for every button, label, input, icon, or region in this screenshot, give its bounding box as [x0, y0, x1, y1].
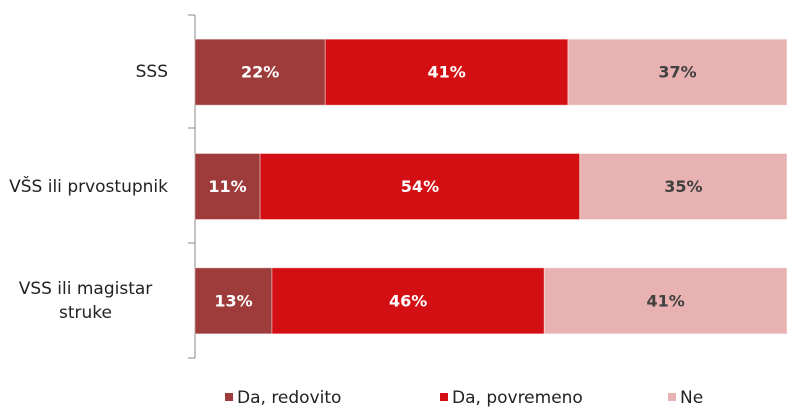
- bar-segment: [259, 153, 581, 220]
- bar-segment: [543, 267, 787, 335]
- bar-segment: [194, 153, 261, 220]
- legend-label: Da, povremeno: [452, 388, 583, 408]
- value-label: 35%: [664, 177, 702, 196]
- category-text: SSS: [135, 62, 168, 83]
- bar-segment: [324, 38, 569, 106]
- legend-swatch: [440, 393, 448, 401]
- category-label: VŠS ili prvostupnik: [9, 175, 168, 199]
- category-text: VŠS ili prvostupnik: [9, 176, 168, 197]
- category-label: VSS ili magistar struke: [3, 277, 168, 325]
- value-label: 11%: [208, 177, 246, 196]
- value-label: 54%: [401, 177, 439, 196]
- legend-label: Da, redovito: [237, 388, 341, 408]
- bar-segment: [194, 267, 273, 335]
- value-label: 13%: [214, 291, 252, 310]
- category-label: SSS: [136, 60, 168, 84]
- value-label: 41%: [646, 291, 684, 310]
- bar-segment: [579, 153, 787, 220]
- value-label: 46%: [389, 291, 427, 310]
- legend-swatch: [668, 393, 676, 401]
- value-label: 41%: [427, 63, 465, 82]
- category-text: VSS ili magistar struke: [18, 278, 153, 323]
- value-label: 37%: [658, 63, 696, 82]
- legend-swatch: [225, 393, 233, 401]
- legend-label: Ne: [680, 388, 703, 408]
- bar-segment: [567, 38, 787, 106]
- bar-segment: [194, 38, 326, 106]
- value-label: 22%: [241, 63, 279, 82]
- bar-segment: [271, 267, 545, 335]
